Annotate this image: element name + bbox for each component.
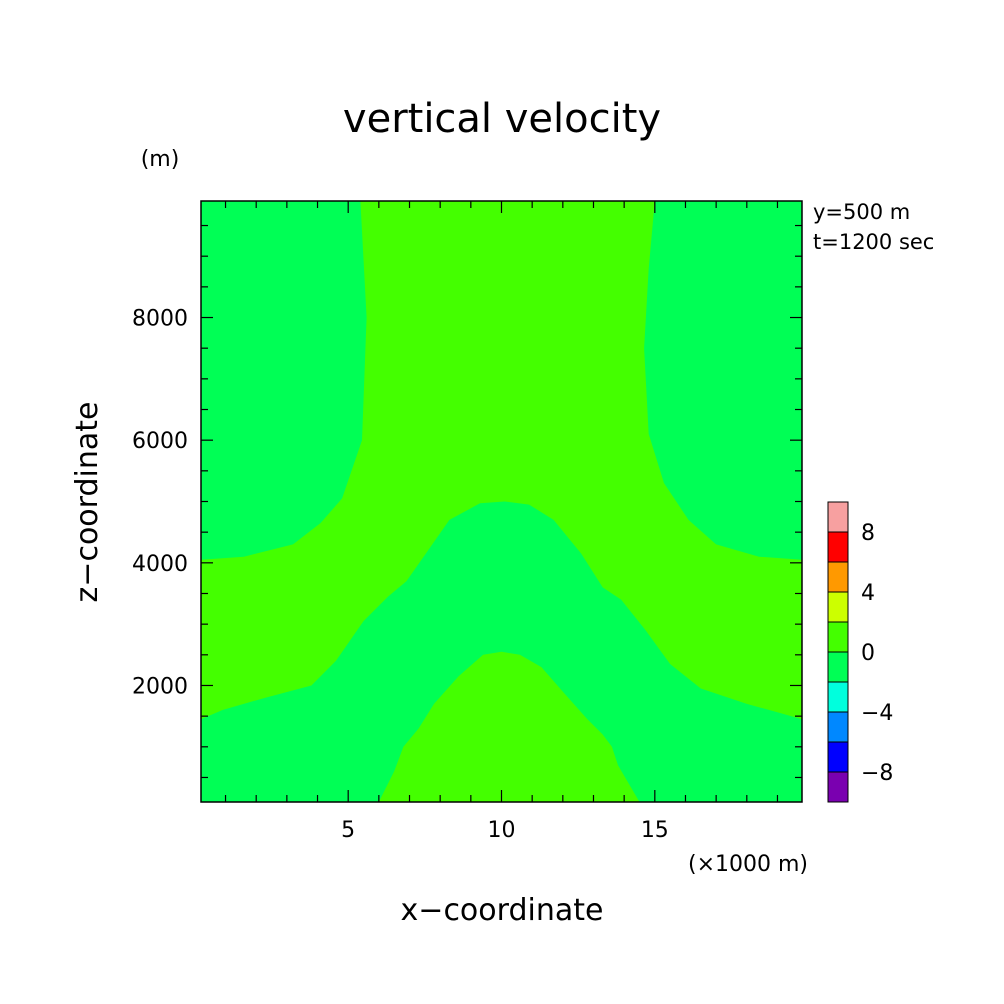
contour-region-2 bbox=[378, 651, 640, 802]
contour-regions bbox=[201, 201, 802, 802]
colorbar-swatch bbox=[827, 681, 849, 713]
y-axis-unit: (m) bbox=[141, 147, 180, 172]
colorbar-swatch bbox=[827, 591, 849, 623]
y-tick-label: 8000 bbox=[132, 307, 188, 332]
colorbar-swatch bbox=[827, 651, 849, 683]
colorbar-swatch bbox=[827, 771, 849, 803]
colorbar-swatch bbox=[827, 621, 849, 653]
colorbar-tick-label: −4 bbox=[861, 701, 893, 726]
y-tick-label: 2000 bbox=[132, 674, 188, 699]
y-axis-label: z−coordinate bbox=[70, 402, 105, 603]
y-tick-label: 4000 bbox=[132, 552, 188, 577]
colorbar-swatch bbox=[827, 711, 849, 743]
plot-area bbox=[200, 200, 803, 803]
chart-title: vertical velocity bbox=[343, 96, 661, 142]
colorbar-swatch bbox=[827, 561, 849, 593]
colorbar-swatch bbox=[827, 501, 849, 533]
colorbar-swatch bbox=[827, 531, 849, 563]
y-position-annotation: y=500 m bbox=[813, 200, 910, 224]
y-tick-label: 6000 bbox=[132, 429, 188, 454]
colorbar: 8 4 0 −4 −8 bbox=[827, 501, 893, 803]
y-tick-labels: 2000 4000 6000 8000 bbox=[132, 307, 188, 700]
contour-region-1 bbox=[201, 201, 802, 720]
colorbar-tick-label: 8 bbox=[861, 521, 875, 546]
x-tick-label: 15 bbox=[641, 818, 669, 843]
x-axis-unit: (×1000 m) bbox=[688, 852, 808, 877]
time-annotation: t=1200 sec bbox=[813, 230, 934, 254]
colorbar-tick-label: 4 bbox=[861, 581, 875, 606]
colorbar-tick-label: 0 bbox=[861, 641, 875, 666]
axis-ticks bbox=[201, 201, 802, 802]
colorbar-swatch bbox=[827, 741, 849, 773]
x-tick-label: 10 bbox=[488, 818, 516, 843]
x-axis-label: x−coordinate bbox=[401, 893, 604, 928]
x-tick-label: 5 bbox=[341, 818, 355, 843]
colorbar-tick-label: −8 bbox=[861, 761, 893, 786]
x-tick-labels: 5 10 15 bbox=[341, 818, 669, 843]
